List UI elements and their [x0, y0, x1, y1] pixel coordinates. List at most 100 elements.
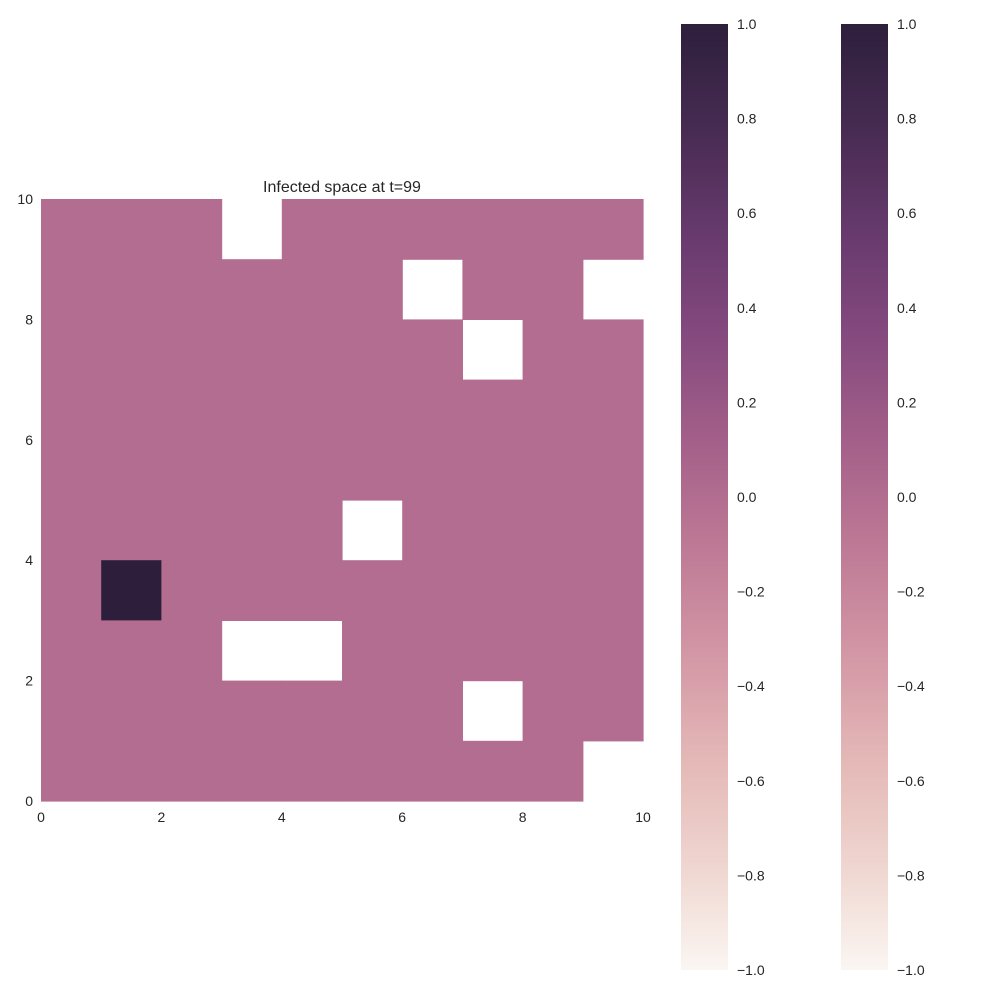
heatmap-cell — [161, 439, 223, 501]
colorbar-tick-label: 0.4 — [737, 300, 757, 316]
heatmap-cell — [161, 199, 223, 260]
heatmap-cell — [522, 560, 584, 621]
x-tick-label: 4 — [278, 809, 286, 825]
heatmap-cell — [402, 560, 463, 621]
colorbar-tick-label: 0.6 — [897, 205, 917, 221]
heatmap-cell — [41, 620, 102, 682]
heatmap-cell — [101, 680, 162, 742]
heatmap-cell — [342, 259, 403, 320]
x-tick-label: 0 — [37, 809, 45, 825]
heatmap-cell — [342, 560, 403, 621]
colorbar-tick-label: −0.8 — [897, 867, 925, 883]
colorbar-tick-label: 0.2 — [737, 394, 757, 410]
heatmap-cell — [402, 319, 463, 381]
heatmap-cell — [342, 439, 403, 501]
heatmap-cell — [342, 740, 403, 802]
heatmap-cell — [402, 439, 463, 501]
heatmap-cell — [161, 259, 223, 320]
heatmap-cell — [41, 680, 102, 742]
heatmap-cell — [101, 259, 162, 320]
colorbar-gradient — [841, 24, 888, 970]
heatmap-cell — [161, 379, 223, 441]
heatmap-cell — [582, 379, 644, 441]
heatmap-cell — [522, 379, 584, 441]
heatmap-cell — [161, 620, 223, 682]
heatmap-cell — [161, 560, 223, 621]
heatmap-cell — [41, 560, 102, 621]
heatmap-cell — [462, 379, 524, 441]
colorbar-tick-label: −0.6 — [737, 773, 765, 789]
heatmap-cell — [462, 740, 524, 802]
heatmap-cell — [221, 560, 283, 621]
heatmap-cell — [402, 199, 463, 260]
heatmap-cell — [101, 379, 162, 441]
colorbar-tick-label: −1.0 — [737, 962, 765, 978]
heatmap-cell — [41, 500, 102, 561]
heatmap-cell — [281, 439, 343, 501]
colorbar-tick-label: −0.2 — [897, 584, 925, 600]
heatmap-cell — [582, 560, 644, 621]
y-tick-label: 6 — [25, 432, 33, 448]
heatmap-cell — [41, 740, 102, 802]
colorbar-tick-label: 0.8 — [737, 111, 757, 127]
heatmap-cell — [221, 259, 283, 320]
heatmap-cell — [281, 379, 343, 441]
y-axis-ticks: 0 2 4 6 8 10 — [17, 191, 33, 809]
heatmap-cell — [161, 319, 223, 381]
heatmap-cell — [342, 319, 403, 381]
x-tick-label: 8 — [519, 809, 527, 825]
heatmap-cell — [402, 500, 463, 561]
colorbar-tick-label: 0.2 — [897, 394, 917, 410]
heatmap-cell — [41, 319, 102, 381]
heatmap-cell — [462, 199, 524, 260]
heatmap-cell — [281, 560, 343, 621]
colorbar-tick-label: 0.0 — [737, 489, 757, 505]
colorbar-tick-label: 0.4 — [897, 300, 917, 316]
heatmap-cell — [522, 199, 584, 260]
colorbar-tick-label: −0.4 — [737, 678, 765, 694]
heatmap-cell — [101, 740, 162, 802]
heatmap-cell — [281, 259, 343, 320]
x-tick-label: 10 — [635, 809, 651, 825]
y-tick-label: 10 — [17, 191, 33, 207]
colorbar-tick-label: −0.4 — [897, 678, 925, 694]
colorbar-tick-label: 1.0 — [737, 16, 757, 32]
colorbars: 1.00.80.60.40.20.0−0.2−0.4−0.6−0.8−1.01.… — [681, 16, 925, 978]
colorbar-tick-label: −0.2 — [737, 584, 765, 600]
heatmap-cell — [462, 500, 524, 561]
heatmap-cell — [342, 620, 403, 682]
y-tick-label: 8 — [25, 311, 33, 327]
y-tick-label: 0 — [25, 793, 33, 809]
heatmap-cell — [522, 620, 584, 682]
heatmap-cell — [101, 500, 162, 561]
y-tick-label: 4 — [25, 552, 33, 568]
heatmap-cell — [522, 740, 584, 802]
heatmap-cell — [582, 199, 644, 260]
x-axis-ticks: 0 2 4 6 8 10 — [37, 809, 651, 825]
heatmap-cell — [522, 680, 584, 742]
heatmap-cell — [221, 740, 283, 802]
heatmap-cell — [342, 199, 403, 260]
heatmap-cell — [402, 620, 463, 682]
heatmap-plot — [41, 199, 644, 802]
heatmap-cell — [281, 740, 343, 802]
colorbar-gradient — [681, 24, 728, 970]
heatmap-cell — [582, 319, 644, 381]
heatmap-cell — [41, 439, 102, 501]
heatmap-cell — [41, 379, 102, 441]
x-tick-label: 6 — [398, 809, 406, 825]
heatmap-cell — [161, 500, 223, 561]
heatmap-cell — [101, 620, 162, 682]
heatmap-cell — [221, 680, 283, 742]
colorbar-tick-label: −0.8 — [737, 867, 765, 883]
heatmap-cell — [462, 620, 524, 682]
heatmap-cell — [281, 199, 343, 260]
heatmap-cell — [462, 259, 524, 320]
heatmap-cell — [402, 379, 463, 441]
heatmap-cell — [582, 500, 644, 561]
heatmap-cell — [101, 199, 162, 260]
heatmap-cell — [101, 319, 162, 381]
heatmap-cell — [161, 740, 223, 802]
heatmap-cell — [221, 500, 283, 561]
